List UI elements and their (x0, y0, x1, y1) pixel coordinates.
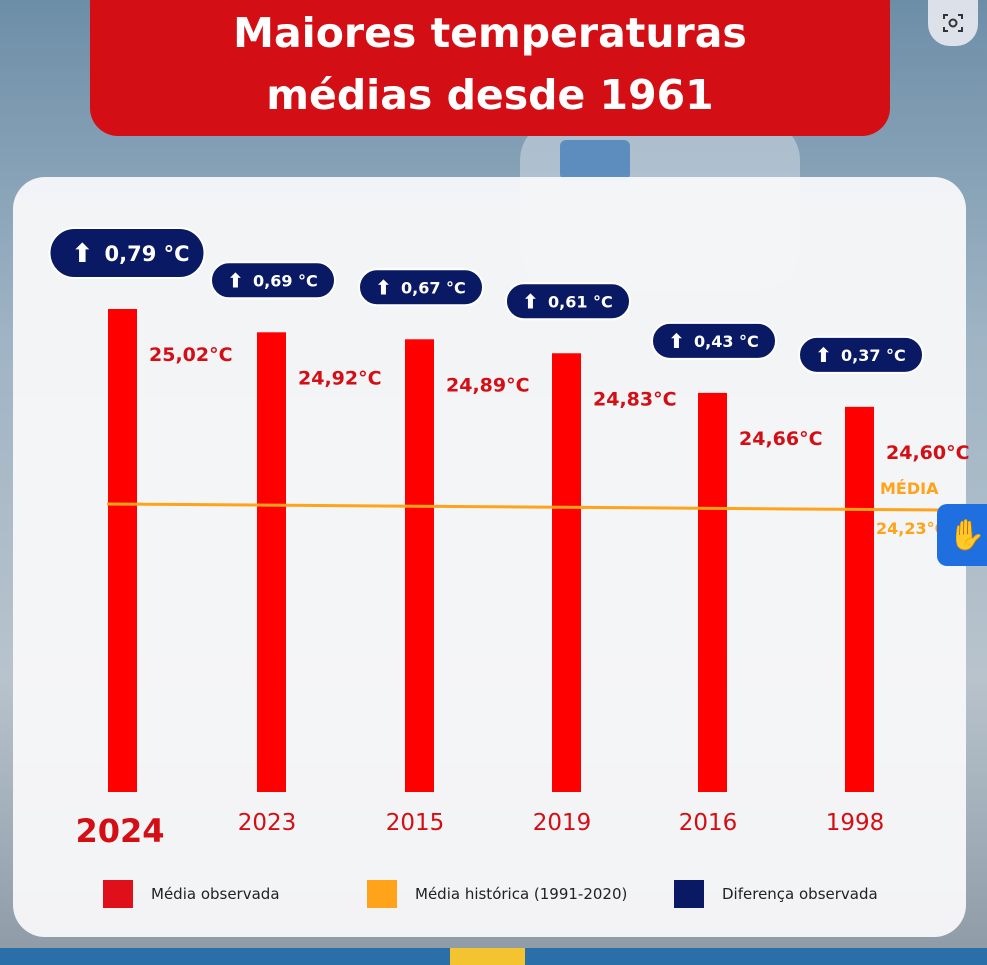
difference-badge-2024: ⬆ 0,79 °C (48, 227, 206, 279)
screenshot-search-button[interactable] (928, 0, 978, 46)
value-label-2023: 24,92°C (298, 367, 382, 389)
arrow-up-icon: ⬆ (72, 239, 94, 269)
difference-badge-1998: ⬆ 0,37 °C (798, 335, 924, 374)
legend-label-difference: Diferença observada (722, 885, 878, 903)
arrow-up-icon: ⬆ (815, 343, 832, 367)
legend-label-historical: Média histórica (1991-2020) (415, 885, 628, 903)
title-line-2: médias desde 1961 (266, 71, 714, 119)
arrow-up-icon: ⬆ (522, 289, 539, 313)
bar-2024 (108, 309, 137, 792)
chart-card (13, 177, 966, 937)
bar-1998 (845, 406, 874, 792)
category-label-2024: 2024 (75, 812, 164, 850)
bottom-strip-accent (450, 948, 525, 965)
difference-label-1998: 0,37 °C (841, 346, 906, 365)
accessibility-button[interactable]: ✋ (937, 504, 987, 566)
arrow-up-icon: ⬆ (227, 268, 244, 292)
legend-swatch-observed (103, 880, 133, 908)
category-label-2023: 2023 (238, 810, 297, 836)
average-value-label: 24,23°C (876, 519, 946, 538)
difference-badge-2015: ⬆ 0,67 °C (358, 268, 484, 307)
value-label-2024: 25,02°C (149, 344, 233, 366)
category-label-1998: 1998 (826, 810, 885, 836)
difference-badge-2023: ⬆ 0,69 °C (210, 261, 336, 300)
bar-2019 (552, 353, 581, 792)
category-label-2019: 2019 (533, 810, 592, 836)
average-label: MÉDIA (880, 479, 939, 498)
difference-label-2019: 0,61 °C (548, 292, 613, 311)
category-label-2015: 2015 (386, 810, 445, 836)
difference-label-2015: 0,67 °C (401, 278, 466, 297)
value-label-1998: 24,60°C (886, 442, 970, 464)
difference-badge-2016: ⬆ 0,43 °C (651, 321, 777, 360)
legend-item-difference: Diferença observada (674, 880, 878, 908)
average-line (106, 502, 946, 512)
value-label-2019: 24,83°C (593, 388, 677, 410)
legend-item-historical: Média histórica (1991-2020) (367, 880, 627, 908)
arrow-up-icon: ⬆ (375, 275, 392, 299)
value-label-2016: 24,66°C (739, 428, 823, 450)
difference-label-2016: 0,43 °C (694, 332, 759, 351)
bar-2016 (698, 392, 727, 792)
page-title: Maiores temperaturas médias desde 1961 (90, 0, 890, 136)
legend-label-observed: Média observada (151, 885, 280, 903)
bar-2023 (257, 332, 286, 792)
value-label-2015: 24,89°C (446, 374, 530, 396)
difference-label-2024: 0,79 °C (105, 242, 190, 266)
sign-language-icon: ✋ (948, 517, 986, 553)
lens-icon (943, 14, 963, 32)
legend-swatch-historical (367, 880, 397, 908)
legend-swatch-difference (674, 880, 704, 908)
category-label-2016: 2016 (679, 810, 738, 836)
arrow-up-icon: ⬆ (668, 329, 685, 353)
title-line-1: Maiores temperaturas (233, 9, 747, 57)
difference-label-2023: 0,69 °C (253, 271, 318, 290)
difference-badge-2019: ⬆ 0,61 °C (505, 282, 631, 321)
background-photo-detail (560, 140, 630, 180)
legend-item-observed: Média observada (103, 880, 280, 908)
bar-2015 (405, 339, 434, 792)
